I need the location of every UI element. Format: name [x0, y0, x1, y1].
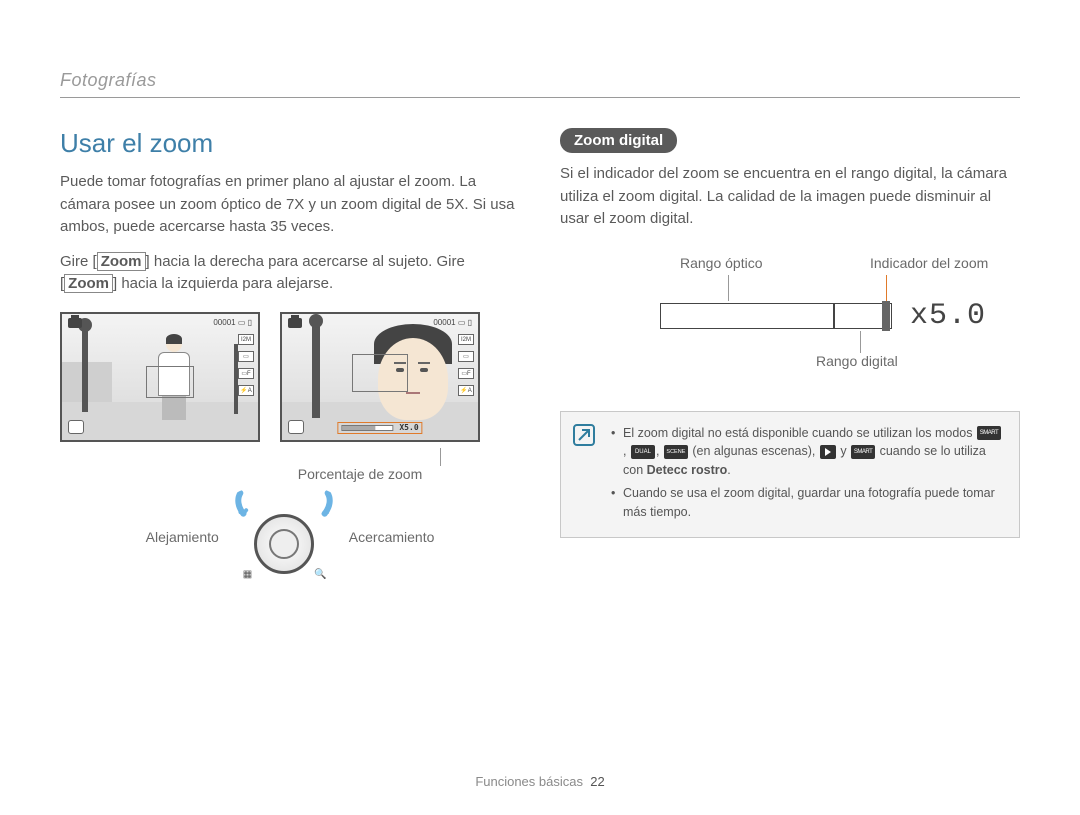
page-footer: Funciones básicas 22 [0, 774, 1080, 789]
shot-counter: 00001 ▭ ▯ [213, 318, 252, 327]
text-pre: Gire [ [60, 253, 97, 270]
wide-icon: ▦ [243, 569, 252, 580]
flash-icon: ⚡A [238, 385, 254, 396]
manual-page: Fotografías Usar el zoom Puede tomar fot… [0, 0, 1080, 815]
meter-icon: ▭F [238, 368, 254, 379]
note-item-1: El zoom digital no está disponible cuand… [611, 424, 1005, 480]
zoom-keyword-1: Zoom [97, 252, 146, 271]
zoom-position-indicator [882, 301, 890, 331]
focus-frame [352, 354, 408, 392]
smart-mode-icon [851, 445, 875, 459]
instruction-paragraph: Gire [Zoom] hacia la derecha para acerca… [60, 251, 520, 296]
digital-range-label: Rango digital [816, 353, 898, 369]
quality-icon: ▭ [458, 351, 474, 362]
note-item-2: Cuando se usa el zoom digital, guardar u… [611, 484, 1005, 522]
zoom-value-label: X5.0 [396, 423, 421, 432]
zoom-indicator-label: Indicador del zoom [870, 255, 988, 271]
stabilizer-icon [288, 420, 304, 434]
breadcrumb: Fotografías [60, 70, 1020, 98]
camera-preview-zoomed: 00001 ▭ ▯ I2M ▭ ▭F ⚡A X5.0 [280, 312, 480, 442]
label-line [860, 331, 861, 353]
text-post: ] hacia la izquierda para alejarse. [113, 275, 333, 292]
page-number: 22 [590, 774, 604, 789]
right-column: Zoom digital Si el indicador del zoom se… [560, 128, 1020, 582]
focus-frame [146, 366, 194, 398]
optical-range-label: Rango óptico [680, 255, 763, 271]
digital-zoom-paragraph: Si el indicador del zoom se encuentra en… [560, 163, 1020, 231]
quality-icon: ▭ [238, 351, 254, 362]
arrow-zoom-in-icon [308, 486, 337, 518]
section-title: Usar el zoom [60, 128, 520, 159]
stabilizer-icon [68, 420, 84, 434]
meter-icon: ▭F [458, 368, 474, 379]
flash-icon: ⚡A [458, 385, 474, 396]
zoom-digital-pill: Zoom digital [560, 128, 677, 153]
zoom-value-x5: x5.0 [910, 299, 986, 333]
zoom-dial-row: Alejamiento ▦ 🔍 Acercamiento [60, 492, 520, 582]
camera-preview-row: 00001 ▭ ▯ I2M ▭ ▭F ⚡A [60, 312, 520, 442]
camera-mode-icon [68, 318, 82, 328]
zoom-keyword-2: Zoom [64, 274, 113, 293]
camera-preview-wide: 00001 ▭ ▯ I2M ▭ ▭F ⚡A [60, 312, 260, 442]
zoom-in-label: Acercamiento [349, 529, 435, 545]
zoom-out-label: Alejamiento [146, 529, 219, 545]
smart-mode-icon [977, 426, 1001, 440]
zoom-percentage-caption: Porcentaje de zoom [240, 466, 480, 482]
intro-paragraph: Puede tomar fotografías en primer plano … [60, 171, 520, 239]
label-line [728, 275, 729, 301]
scene-mode-icon [664, 445, 688, 459]
zoom-range-diagram: Rango óptico Indicador del zoom x5.0 Ran… [560, 251, 1020, 381]
left-column: Usar el zoom Puede tomar fotografías en … [60, 128, 520, 582]
note-box: El zoom digital no está disponible cuand… [560, 411, 1020, 539]
zoom-dial: ▦ 🔍 [239, 492, 329, 582]
note-icon [573, 424, 595, 446]
detecc-rostro-bold: Detecc rostro [647, 463, 728, 477]
camera-mode-icon [288, 318, 302, 328]
footer-section: Funciones básicas [475, 774, 583, 789]
two-columns: Usar el zoom Puede tomar fotografías en … [60, 128, 1020, 582]
arrow-zoom-out-icon [230, 486, 259, 518]
tele-icon: 🔍 [314, 569, 326, 580]
res-icon: I2M [238, 334, 254, 345]
dual-mode-icon [631, 445, 655, 459]
callout-line [440, 448, 441, 466]
zoom-indicator-bar: X5.0 [337, 422, 422, 434]
indicator-callout-line [886, 275, 887, 301]
video-mode-icon [820, 445, 836, 459]
shot-counter: 00001 ▭ ▯ [433, 318, 472, 327]
res-icon: I2M [458, 334, 474, 345]
optical-range-bar [660, 303, 834, 329]
